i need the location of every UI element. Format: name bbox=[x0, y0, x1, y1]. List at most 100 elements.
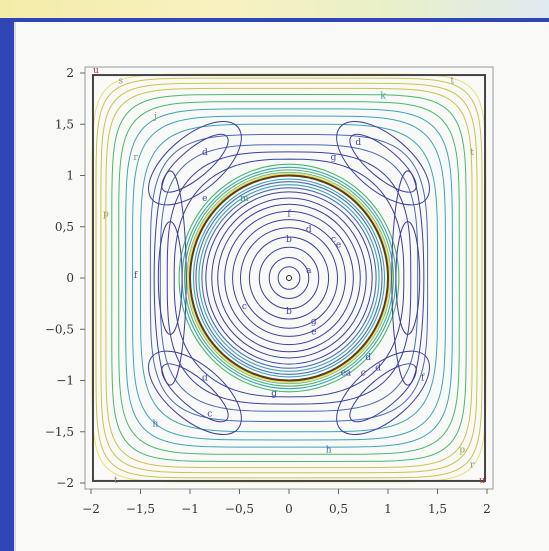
axes-box bbox=[84, 66, 494, 490]
contour-label: a bbox=[346, 368, 352, 378]
band-contour bbox=[181, 166, 397, 390]
x-tick-label: 1,5 bbox=[428, 502, 447, 516]
contour-label: u bbox=[93, 66, 99, 76]
lobe-contour bbox=[153, 170, 187, 386]
lobe-contour bbox=[395, 221, 421, 335]
inner-contour bbox=[211, 197, 367, 359]
inner-contour bbox=[224, 210, 354, 346]
glow-contour bbox=[187, 172, 391, 384]
y-tick-label: 1,5 bbox=[55, 117, 74, 131]
inner-contour bbox=[239, 227, 339, 329]
contour-label: d bbox=[202, 148, 208, 158]
x-tick-label: 1 bbox=[384, 502, 392, 516]
y-tick-label: −1 bbox=[56, 374, 74, 388]
contour-label: c bbox=[242, 302, 247, 312]
contour-label: g bbox=[271, 389, 277, 399]
contour-label: m bbox=[240, 194, 249, 204]
contour-label: c bbox=[331, 235, 336, 245]
contour-label: k bbox=[380, 92, 386, 102]
contour-label: u bbox=[479, 476, 485, 486]
contour-label: d bbox=[202, 374, 208, 384]
lobe-contour bbox=[336, 121, 430, 206]
y-tick-label: 0 bbox=[66, 271, 74, 285]
lobe-contour bbox=[157, 221, 183, 335]
contour-label: t bbox=[451, 76, 455, 86]
boundary-contour bbox=[91, 74, 487, 482]
contour-label: r bbox=[470, 461, 475, 471]
lobe-contour bbox=[148, 121, 242, 206]
contour-label: d bbox=[375, 363, 381, 373]
contour-lines bbox=[91, 73, 487, 483]
outer-contour bbox=[111, 93, 467, 463]
outer-contour bbox=[159, 144, 419, 412]
outer-contour bbox=[100, 82, 478, 474]
outer-contour bbox=[149, 134, 429, 422]
contour-label: p bbox=[103, 210, 109, 220]
lobe-contour bbox=[148, 350, 242, 435]
x-tick-label: −0,5 bbox=[225, 502, 254, 516]
contour-label: b bbox=[286, 235, 292, 245]
contour-label: g bbox=[331, 153, 337, 163]
x-tick-label: −2 bbox=[82, 502, 100, 516]
x-tick-label: 2 bbox=[483, 502, 491, 516]
y-tick-label: 1 bbox=[66, 169, 74, 183]
lobe-contour bbox=[161, 133, 229, 193]
contour-label: c bbox=[207, 409, 212, 419]
outer-contour bbox=[132, 115, 446, 441]
outer-contour bbox=[125, 108, 453, 448]
inner-contour bbox=[205, 191, 373, 365]
band-contour bbox=[192, 178, 386, 378]
outer-contour bbox=[140, 123, 438, 433]
axes: −2 −1,5 −1 −0,5 0 0,5 1 1,5 2 2 1,5 1 0,5 0 −0,5 −1 −1,5… bbox=[45, 66, 494, 516]
outer-contour bbox=[91, 73, 487, 483]
center-point bbox=[286, 275, 292, 281]
unit-circle bbox=[189, 174, 389, 382]
contour-label: t bbox=[114, 476, 118, 486]
inner-contour bbox=[232, 219, 346, 337]
outer-contour bbox=[95, 77, 483, 479]
y-tick-label: −2 bbox=[56, 476, 74, 490]
contour-label: f bbox=[421, 374, 425, 384]
x-tick-label: 0,5 bbox=[329, 502, 348, 516]
outer-contour bbox=[166, 151, 412, 405]
contour-label: d bbox=[365, 353, 371, 363]
contour-label: d bbox=[355, 138, 361, 148]
lobe-contour bbox=[161, 363, 229, 423]
band-contour bbox=[195, 181, 383, 375]
contour-label: e bbox=[336, 240, 341, 250]
contour-label: t bbox=[470, 148, 474, 158]
contour-label: f bbox=[134, 271, 138, 281]
outer-contour bbox=[118, 101, 460, 455]
contour-label: g bbox=[311, 317, 317, 327]
x-tick-label: 0 bbox=[285, 502, 293, 516]
y-tick-label: 0,5 bbox=[55, 220, 74, 234]
contour-label: e bbox=[311, 327, 316, 337]
outer-contour bbox=[105, 87, 473, 469]
inner-contour bbox=[248, 236, 330, 320]
y-tick-label: −0,5 bbox=[45, 322, 74, 336]
y-tick-label: −1,5 bbox=[45, 425, 74, 439]
top-banner bbox=[0, 0, 549, 18]
contour-label: d bbox=[306, 225, 312, 235]
lobe-contour bbox=[349, 363, 417, 423]
contour-label: b bbox=[286, 307, 292, 317]
contour-label: e bbox=[202, 194, 207, 204]
inner-contour bbox=[258, 246, 320, 310]
lobe-contour bbox=[349, 133, 417, 193]
band-contour bbox=[178, 163, 400, 393]
lobe-contour bbox=[391, 170, 425, 386]
contour-label: f bbox=[287, 210, 291, 220]
contour-label: h bbox=[152, 420, 158, 430]
contour-label: j bbox=[153, 112, 157, 122]
contour-label: a bbox=[306, 266, 312, 276]
x-tick-label: −1 bbox=[181, 502, 199, 516]
outer-contour bbox=[173, 158, 405, 398]
band-contour bbox=[198, 184, 380, 372]
band-contour bbox=[201, 187, 377, 369]
contour-label: e bbox=[341, 368, 346, 378]
lobe-contour bbox=[336, 350, 430, 435]
contour-label: s bbox=[118, 76, 123, 86]
